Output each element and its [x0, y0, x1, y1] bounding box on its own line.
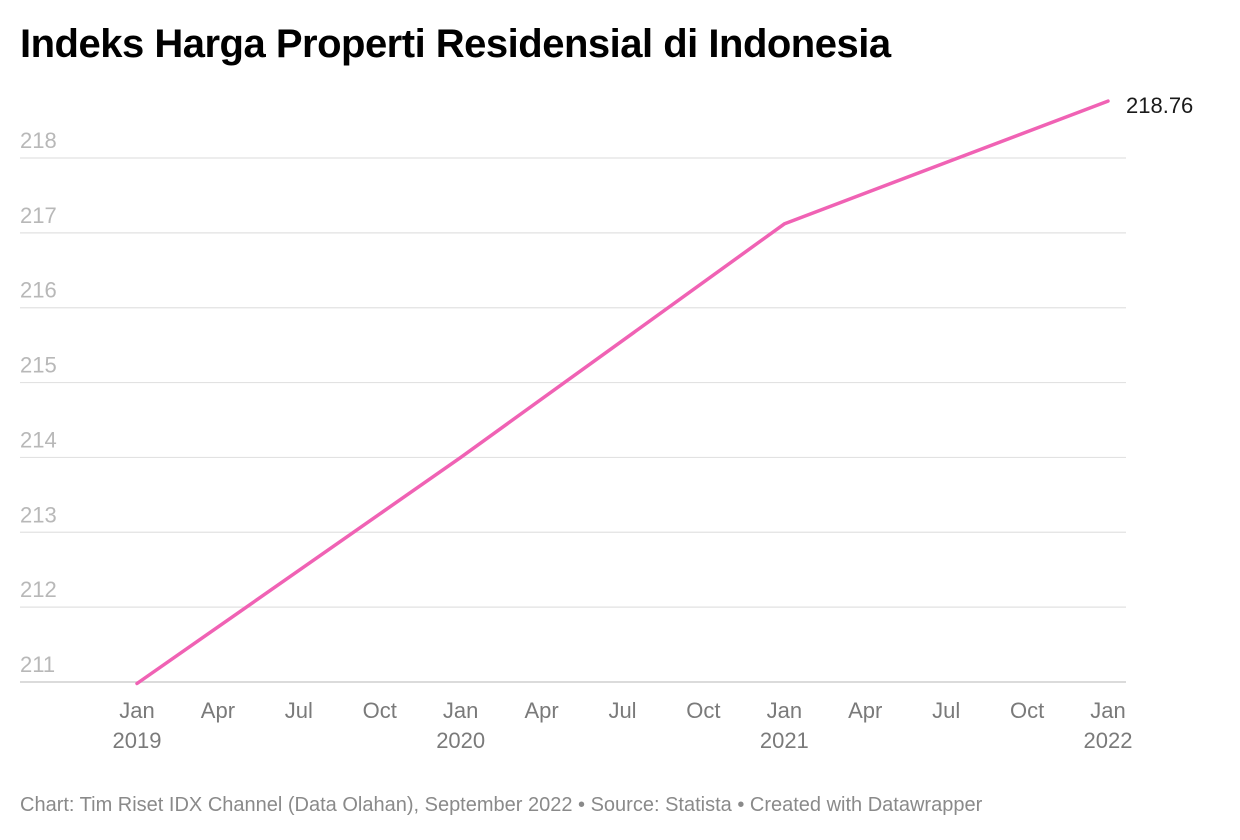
x-tick-label: Jan: [119, 698, 154, 723]
x-tick-label: Apr: [201, 698, 235, 723]
y-tick-label: 216: [20, 278, 57, 303]
x-tick-year-label: 2021: [760, 728, 809, 753]
end-value-label: 218.76: [1126, 93, 1193, 118]
x-tick-label: Jul: [285, 698, 313, 723]
x-tick-year-label: 2020: [436, 728, 485, 753]
series-line: [135, 99, 1110, 686]
gridlines: [20, 157, 1126, 683]
x-tick-label: Jan: [767, 698, 802, 723]
y-tick-label: 218: [20, 128, 57, 153]
x-tick-label: Oct: [363, 698, 397, 723]
x-tick-label: Oct: [686, 698, 720, 723]
x-tick-label: Jan: [443, 698, 478, 723]
y-tick-label: 214: [20, 427, 57, 452]
x-tick-label: Jul: [608, 698, 636, 723]
y-tick-label: 211: [20, 652, 55, 677]
x-tick-label: Jul: [932, 698, 960, 723]
y-tick-label: 212: [20, 577, 57, 602]
x-axis-ticks: Jan 2019 Apr Jul Oct Jan 2020 Apr Jul Oct Jan 2021 A…: [113, 698, 1133, 753]
y-axis-ticks: 218 217 216 215 214 213 212 211: [20, 128, 57, 677]
y-tick-label: 213: [20, 502, 57, 527]
x-tick-label: Jan: [1090, 698, 1125, 723]
x-tick-label: Apr: [524, 698, 558, 723]
chart-footer: Chart: Tim Riset IDX Channel (Data Olaha…: [20, 794, 983, 816]
series-group: 218.76: [135, 93, 1193, 686]
x-tick-label: Oct: [1010, 698, 1044, 723]
y-tick-label: 215: [20, 353, 57, 378]
x-tick-label: Apr: [848, 698, 882, 723]
x-tick-year-label: 2019: [113, 728, 162, 753]
chart-title: Indeks Harga Properti Residensial di Ind…: [20, 22, 891, 66]
x-tick-year-label: 2022: [1084, 728, 1133, 753]
y-tick-label: 217: [20, 203, 57, 228]
